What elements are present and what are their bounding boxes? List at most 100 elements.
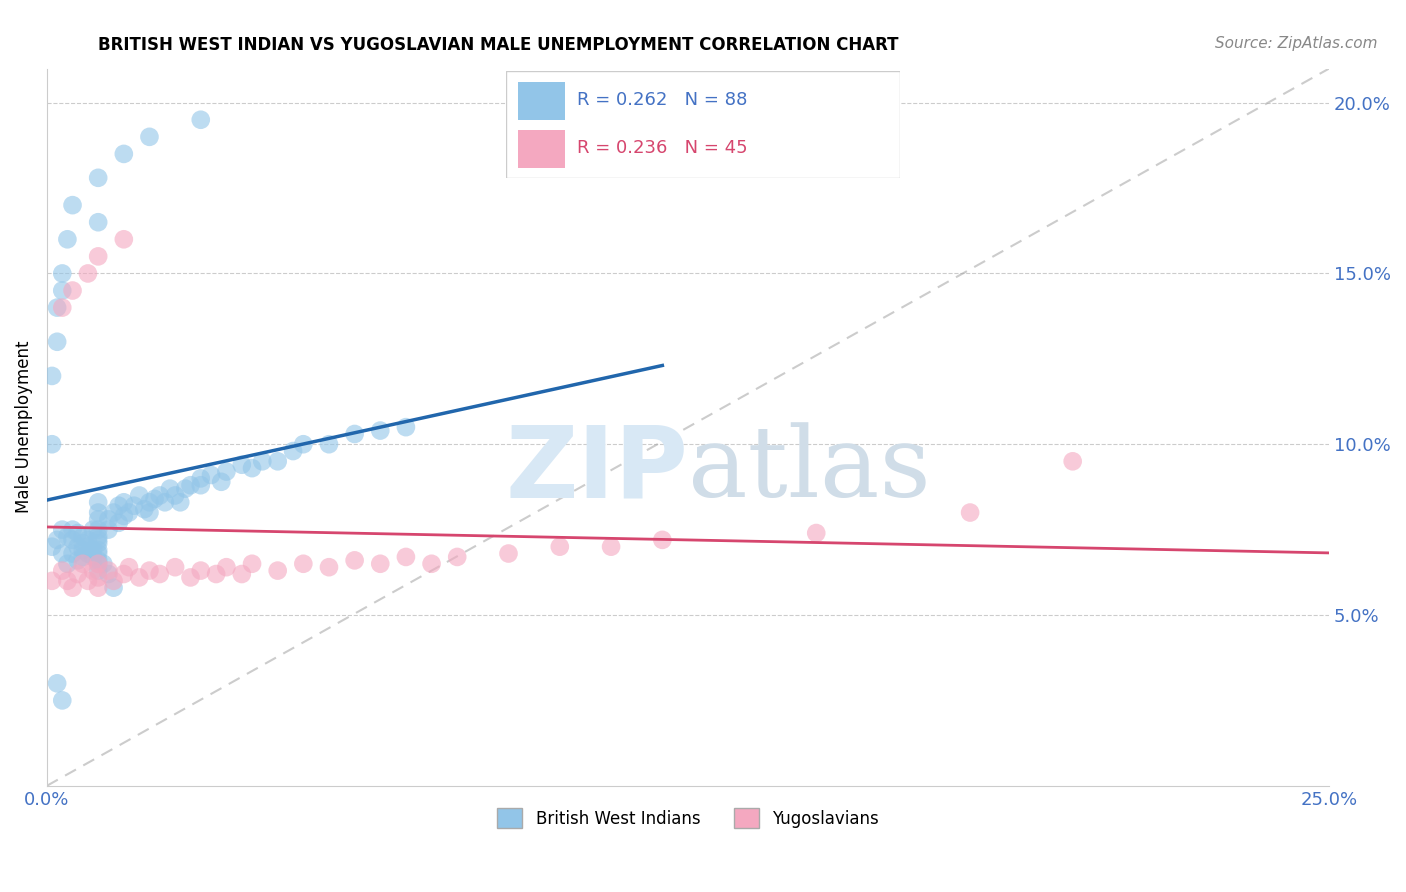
Point [267, 454, 290, 468]
Point [103, 574, 125, 588]
Point [179, 570, 201, 584]
Point [72, 549, 94, 564]
Point [77, 547, 100, 561]
Point [51, 693, 73, 707]
Point [395, 420, 418, 434]
Point [97, 523, 120, 537]
Point [77, 533, 100, 547]
Point [128, 488, 150, 502]
Point [395, 549, 418, 564]
Point [190, 478, 212, 492]
Point [51, 267, 73, 281]
Point [343, 553, 366, 567]
Point [368, 557, 391, 571]
Point [62, 198, 84, 212]
Point [138, 129, 160, 144]
Point [87, 547, 110, 561]
Point [112, 567, 135, 582]
Point [368, 424, 391, 438]
Point [87, 512, 110, 526]
Point [165, 488, 187, 502]
Point [190, 471, 212, 485]
Point [174, 482, 197, 496]
Point [281, 444, 304, 458]
Text: R = 0.262   N = 88: R = 0.262 N = 88 [576, 91, 748, 109]
Point [112, 147, 135, 161]
Point [66, 567, 89, 582]
Point [118, 560, 141, 574]
Point [46, 676, 69, 690]
Point [498, 547, 520, 561]
Point [66, 540, 89, 554]
Point [215, 560, 238, 574]
Point [143, 491, 166, 506]
Point [179, 478, 201, 492]
Point [87, 506, 110, 520]
Point [159, 482, 181, 496]
Point [87, 529, 110, 543]
Y-axis label: Male Unemployment: Male Unemployment [15, 341, 32, 514]
Point [118, 506, 141, 520]
Point [318, 437, 340, 451]
Point [128, 570, 150, 584]
Point [600, 540, 623, 554]
Point [41, 574, 63, 588]
Point [87, 249, 110, 263]
Point [51, 284, 73, 298]
Point [87, 553, 110, 567]
Point [112, 508, 135, 523]
Point [215, 465, 238, 479]
Point [103, 506, 125, 520]
Point [91, 557, 114, 571]
Point [82, 543, 104, 558]
Point [343, 427, 366, 442]
Point [62, 581, 84, 595]
Point [292, 557, 315, 571]
Point [72, 536, 94, 550]
Point [41, 437, 63, 451]
Point [107, 516, 129, 530]
Point [205, 567, 228, 582]
Point [420, 557, 443, 571]
Point [66, 553, 89, 567]
Text: atlas: atlas [688, 422, 931, 518]
Point [107, 499, 129, 513]
Point [82, 549, 104, 564]
Point [87, 533, 110, 547]
Point [149, 567, 172, 582]
Point [62, 533, 84, 547]
Point [82, 564, 104, 578]
Point [82, 523, 104, 537]
Point [66, 526, 89, 541]
Point [77, 267, 100, 281]
Point [190, 112, 212, 127]
Point [149, 488, 172, 502]
Point [87, 557, 110, 571]
Point [97, 512, 120, 526]
Point [41, 540, 63, 554]
Point [46, 334, 69, 349]
Point [72, 529, 94, 543]
Point [51, 523, 73, 537]
Point [252, 454, 274, 468]
Point [72, 543, 94, 558]
Point [87, 170, 110, 185]
Point [56, 232, 79, 246]
Text: R = 0.236   N = 45: R = 0.236 N = 45 [576, 139, 748, 157]
Point [87, 523, 110, 537]
Point [959, 506, 981, 520]
Point [77, 574, 100, 588]
Point [231, 567, 253, 582]
Point [56, 574, 79, 588]
Point [97, 567, 120, 582]
Point [138, 564, 160, 578]
Point [62, 523, 84, 537]
Point [292, 437, 315, 451]
Point [446, 549, 468, 564]
Point [165, 560, 187, 574]
Text: Source: ZipAtlas.com: Source: ZipAtlas.com [1215, 36, 1378, 51]
Point [190, 564, 212, 578]
Point [87, 543, 110, 558]
Point [103, 581, 125, 595]
Point [548, 540, 571, 554]
